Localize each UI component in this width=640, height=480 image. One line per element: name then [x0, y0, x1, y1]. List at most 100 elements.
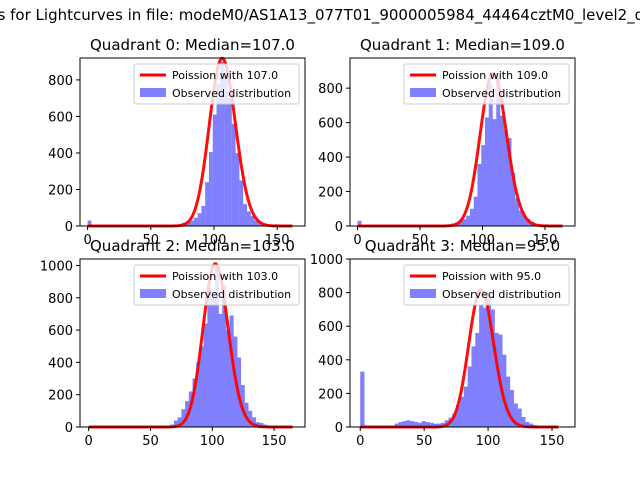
histogram-bar [481, 145, 486, 226]
y-tick-label: 600 [318, 320, 343, 335]
x-tick-label: 0 [356, 434, 364, 449]
histogram-bar [433, 423, 438, 427]
histogram-bar [511, 172, 516, 226]
x-tick-label: 50 [143, 233, 160, 248]
histogram-bar [421, 421, 426, 427]
histogram-bar [254, 220, 259, 226]
legend-model-label: Poission with 103.0 [172, 270, 278, 283]
histogram-bar [398, 421, 403, 427]
x-tick-label: 50 [412, 233, 429, 248]
x-tick-label: 150 [533, 233, 558, 248]
figure-suptitle: Histograms for Lightcurves in file: mode… [0, 6, 640, 25]
histogram-bar [467, 366, 472, 427]
histogram-bar [235, 152, 240, 226]
legend-hist-swatch [140, 88, 166, 97]
y-tick-label: 0 [335, 220, 343, 235]
histogram-bar [196, 362, 201, 427]
x-tick-label: 0 [83, 233, 91, 248]
legend-model-label: Poission with 109.0 [442, 69, 548, 82]
histogram-bar [357, 220, 362, 226]
x-tick-label: 0 [85, 434, 93, 449]
histogram-bar [224, 72, 229, 226]
histogram-bar [192, 378, 197, 427]
quadrant-title: Quadrant 3: Median=95.0 [365, 237, 560, 255]
histogram-bar [193, 217, 198, 226]
histogram-bar [505, 376, 511, 427]
y-tick-label: 1000 [310, 253, 343, 268]
histogram-bar [518, 210, 523, 226]
histogram-bar [522, 215, 527, 226]
histogram-bar [216, 83, 221, 226]
x-tick-label: 50 [142, 434, 159, 449]
y-tick-label: 800 [48, 74, 73, 89]
histogram-bar [212, 114, 217, 226]
x-tick-label: 50 [416, 434, 433, 449]
histogram-bar [218, 313, 223, 427]
x-tick-label: 100 [470, 233, 495, 248]
axes-frame [79, 57, 306, 227]
histogram-bar [517, 408, 522, 427]
histogram-bar [197, 213, 202, 226]
legend-box [403, 63, 570, 105]
quadrant-2-chart: 0 50 100 150 0 200 400 600 800 1000 Quadrant 2: Me… [40, 237, 306, 449]
histogram-bar [258, 222, 263, 226]
histogram-bar [211, 297, 216, 427]
histogram-bar [360, 371, 365, 427]
legend-box [133, 264, 300, 306]
legend-hist-label: Observed distribution [172, 87, 291, 100]
axes-frame [349, 258, 576, 428]
histogram-bar [243, 204, 247, 226]
y-tick-label: 600 [48, 324, 73, 339]
histogram-bar [177, 417, 182, 427]
histogram-bar [463, 386, 468, 427]
histogram-bar [466, 215, 471, 226]
histogram-bar [181, 409, 186, 427]
histogram-bar [227, 98, 232, 226]
x-tick-label: 150 [540, 434, 565, 449]
histogram-bar [494, 332, 499, 427]
histogram-bar [492, 119, 497, 226]
histogram-bar [452, 413, 457, 427]
histogram-bar [456, 405, 461, 427]
histogram-bar [208, 152, 213, 226]
histogram-bar [470, 208, 474, 226]
histogram-bar [513, 403, 518, 427]
histogram-bar [459, 396, 465, 427]
y-tick-label: 400 [318, 354, 343, 369]
quadrant-3-chart: 0 50 100 150 0 200 400 600 800 1000 Quadrant 3: Me… [310, 237, 576, 449]
x-tick-label: 150 [262, 434, 287, 449]
x-tick-label: 0 [353, 233, 361, 248]
histogram-bar [222, 284, 227, 427]
histogram-bar [250, 215, 255, 226]
y-tick-label: 600 [318, 117, 343, 132]
histogram-bar [410, 421, 415, 427]
histogram-bar [490, 309, 495, 427]
histogram-bar [220, 61, 225, 226]
histogram-bar [477, 163, 482, 226]
histogram-bar [417, 422, 422, 427]
axes-frame [79, 258, 306, 428]
histogram-bar [425, 421, 430, 427]
histogram-bar [239, 180, 244, 226]
histogram-bar [503, 129, 508, 226]
x-tick-label: 100 [200, 434, 225, 449]
histogram-bar [229, 315, 234, 427]
legend-hist-swatch [410, 88, 436, 97]
quadrant-0-chart: 0 50 100 150 0 200 400 600 800 Quadrant 0: Median… [48, 36, 306, 248]
y-tick-label: 400 [318, 151, 343, 166]
y-tick-label: 0 [335, 421, 343, 436]
histogram-bar [246, 211, 251, 226]
legend-hist-swatch [410, 289, 436, 298]
y-tick-label: 400 [48, 147, 73, 162]
quadrant-1-chart: 0 50 100 150 0 200 400 600 800 Quadrant 1: Median… [318, 36, 576, 248]
histogram-bar [479, 304, 484, 427]
y-tick-label: 200 [318, 186, 343, 201]
histogram-bar [509, 390, 515, 427]
legend-box [403, 264, 570, 306]
y-tick-label: 0 [65, 421, 73, 436]
y-tick-label: 800 [48, 292, 73, 307]
histogram-bar [473, 196, 478, 226]
histogram-bar [521, 416, 526, 427]
histogram-bar [496, 76, 501, 226]
